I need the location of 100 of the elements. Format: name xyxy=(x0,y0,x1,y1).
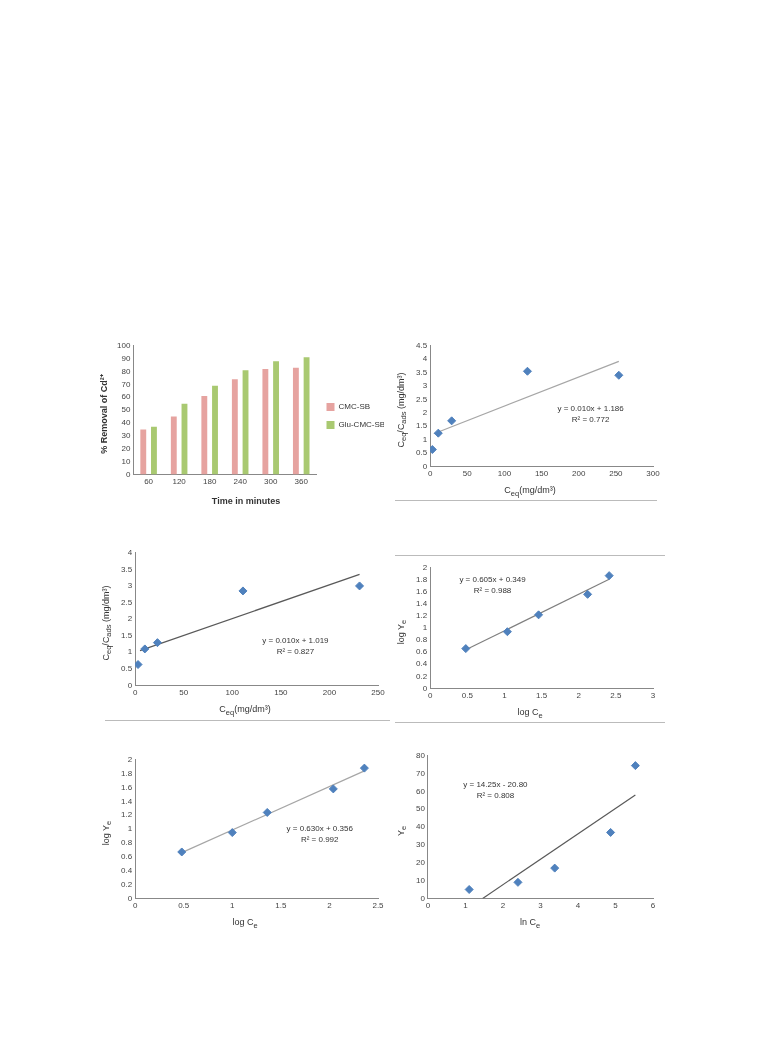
bar xyxy=(170,416,177,475)
x-tick-label: 200 xyxy=(322,688,337,698)
annotation: R² = 0.808 xyxy=(476,790,515,800)
point xyxy=(583,589,593,599)
y-tick-label: 0 xyxy=(127,893,133,903)
y-tick-label: 70 xyxy=(415,768,426,778)
x-tick-label: 2 xyxy=(327,901,333,911)
x-tick-label: 2 xyxy=(500,901,506,911)
y-tick-label: 0 xyxy=(420,893,426,903)
point xyxy=(604,571,614,581)
y-tick-label: 10 xyxy=(415,875,426,885)
y-tick-label: 0.8 xyxy=(121,838,133,848)
y-tick-label: 2 xyxy=(422,408,428,417)
bar xyxy=(151,426,157,475)
point xyxy=(227,828,237,838)
y-tick-label: 40 xyxy=(121,418,131,428)
x-tick-label: 120 xyxy=(172,477,187,487)
x-axis-title: ln C$_{e}$ xyxy=(518,917,542,930)
y-tick-label: 1.6 xyxy=(416,587,428,597)
x-tick-label: 1 xyxy=(502,691,508,701)
point xyxy=(447,416,457,426)
y-tick-label: 20 xyxy=(415,857,426,867)
x-tick-label: 2.5 xyxy=(372,901,385,911)
point xyxy=(461,644,471,654)
point xyxy=(328,784,338,794)
y-tick-label: 70 xyxy=(121,379,131,389)
point xyxy=(630,761,640,771)
y-tick-label: 0.4 xyxy=(121,865,133,875)
x-tick-label: 100 xyxy=(225,688,240,698)
y-tick-label: 1.4 xyxy=(416,599,428,609)
y-tick-label: 40 xyxy=(415,822,426,832)
point xyxy=(502,627,512,637)
y-tick-label: 3 xyxy=(127,581,133,591)
x-tick-label: 1 xyxy=(230,901,236,911)
y-tick-label: 1 xyxy=(422,434,428,444)
x-tick-label: 50 xyxy=(179,688,189,698)
bar xyxy=(212,385,218,475)
x-tick-label: 180 xyxy=(202,477,217,487)
bar xyxy=(303,357,310,475)
y-tick-label: 0.8 xyxy=(416,635,428,645)
y-tick-label: 2 xyxy=(422,563,428,572)
bar xyxy=(231,379,238,475)
y-tick-label: 1.5 xyxy=(416,421,428,431)
y-tick-label: 80 xyxy=(415,751,426,760)
x-tick-label: 3 xyxy=(538,901,544,911)
y-tick-label: 80 xyxy=(121,366,131,376)
x-tick-label: 50 xyxy=(462,469,473,479)
annotation: R² = 0.988 xyxy=(473,586,512,596)
x-tick-label: 6 xyxy=(650,901,656,911)
y-tick-label: 4 xyxy=(422,354,428,364)
x-tick-label: 4 xyxy=(575,901,581,911)
point xyxy=(513,877,523,887)
x-tick-label: 2.5 xyxy=(610,691,622,701)
annotation: y = 14.25x - 20.80 xyxy=(463,779,529,789)
y-tick-label: 0.6 xyxy=(121,852,133,862)
point xyxy=(522,366,532,376)
y-tick-label: 0.2 xyxy=(121,879,133,889)
x-tick-label: 1.5 xyxy=(536,691,548,701)
annotation: R² = 0.772 xyxy=(571,414,610,424)
legend-label: CMC-SB xyxy=(338,402,371,412)
y-tick-label: 1.5 xyxy=(121,630,133,640)
y-tick-label: 1.2 xyxy=(121,810,133,820)
x-tick-label: 300 xyxy=(264,477,278,487)
y-tick-label: 3.5 xyxy=(121,564,133,574)
legend-label: Glu-CMC-SB xyxy=(338,420,386,430)
x-tick-label: 300 xyxy=(646,469,661,479)
y-axis-title: % Removal of Cd²⁺ xyxy=(97,374,110,454)
bar xyxy=(201,395,208,475)
y-tick-label: 2.5 xyxy=(121,597,133,607)
bar xyxy=(292,367,299,475)
y-tick-label: 4.5 xyxy=(416,341,428,350)
x-tick-label: 2 xyxy=(576,691,582,701)
y-tick-label: 3.5 xyxy=(416,367,428,377)
bar xyxy=(262,368,269,475)
point xyxy=(359,763,369,773)
y-tick-label: 4 xyxy=(127,548,133,557)
point xyxy=(177,847,187,857)
y-tick-label: 20 xyxy=(121,443,131,453)
y-tick-label: 1.2 xyxy=(416,611,428,621)
x-axis-title: C$_{eq}$(mg/dm³) xyxy=(218,704,272,717)
y-tick-label: 1 xyxy=(127,647,133,657)
x-axis-title: log C$_{e}$ xyxy=(231,917,259,930)
x-tick-label: 150 xyxy=(274,688,289,698)
x-tick-label: 3 xyxy=(650,691,656,701)
y-tick-label: 2 xyxy=(127,755,133,764)
x-axis-title: C$_{eq}$(mg/dm³) xyxy=(503,485,557,498)
y-tick-label: 0.4 xyxy=(416,659,428,669)
y-tick-label: 2 xyxy=(127,614,133,624)
point xyxy=(464,884,474,894)
x-tick-label: 200 xyxy=(572,469,586,479)
y-tick-label: 1 xyxy=(127,824,133,834)
y-tick-label: 0.5 xyxy=(416,448,428,458)
annotation: R² = 0.992 xyxy=(300,835,340,845)
y-tick-label: 1.8 xyxy=(416,575,428,585)
y-tick-label: 0 xyxy=(127,680,133,690)
point xyxy=(355,581,365,591)
y-tick-label: 50 xyxy=(121,405,131,415)
annotation: R² = 0.827 xyxy=(276,646,315,656)
x-tick-label: 150 xyxy=(534,469,549,479)
point xyxy=(152,638,162,648)
